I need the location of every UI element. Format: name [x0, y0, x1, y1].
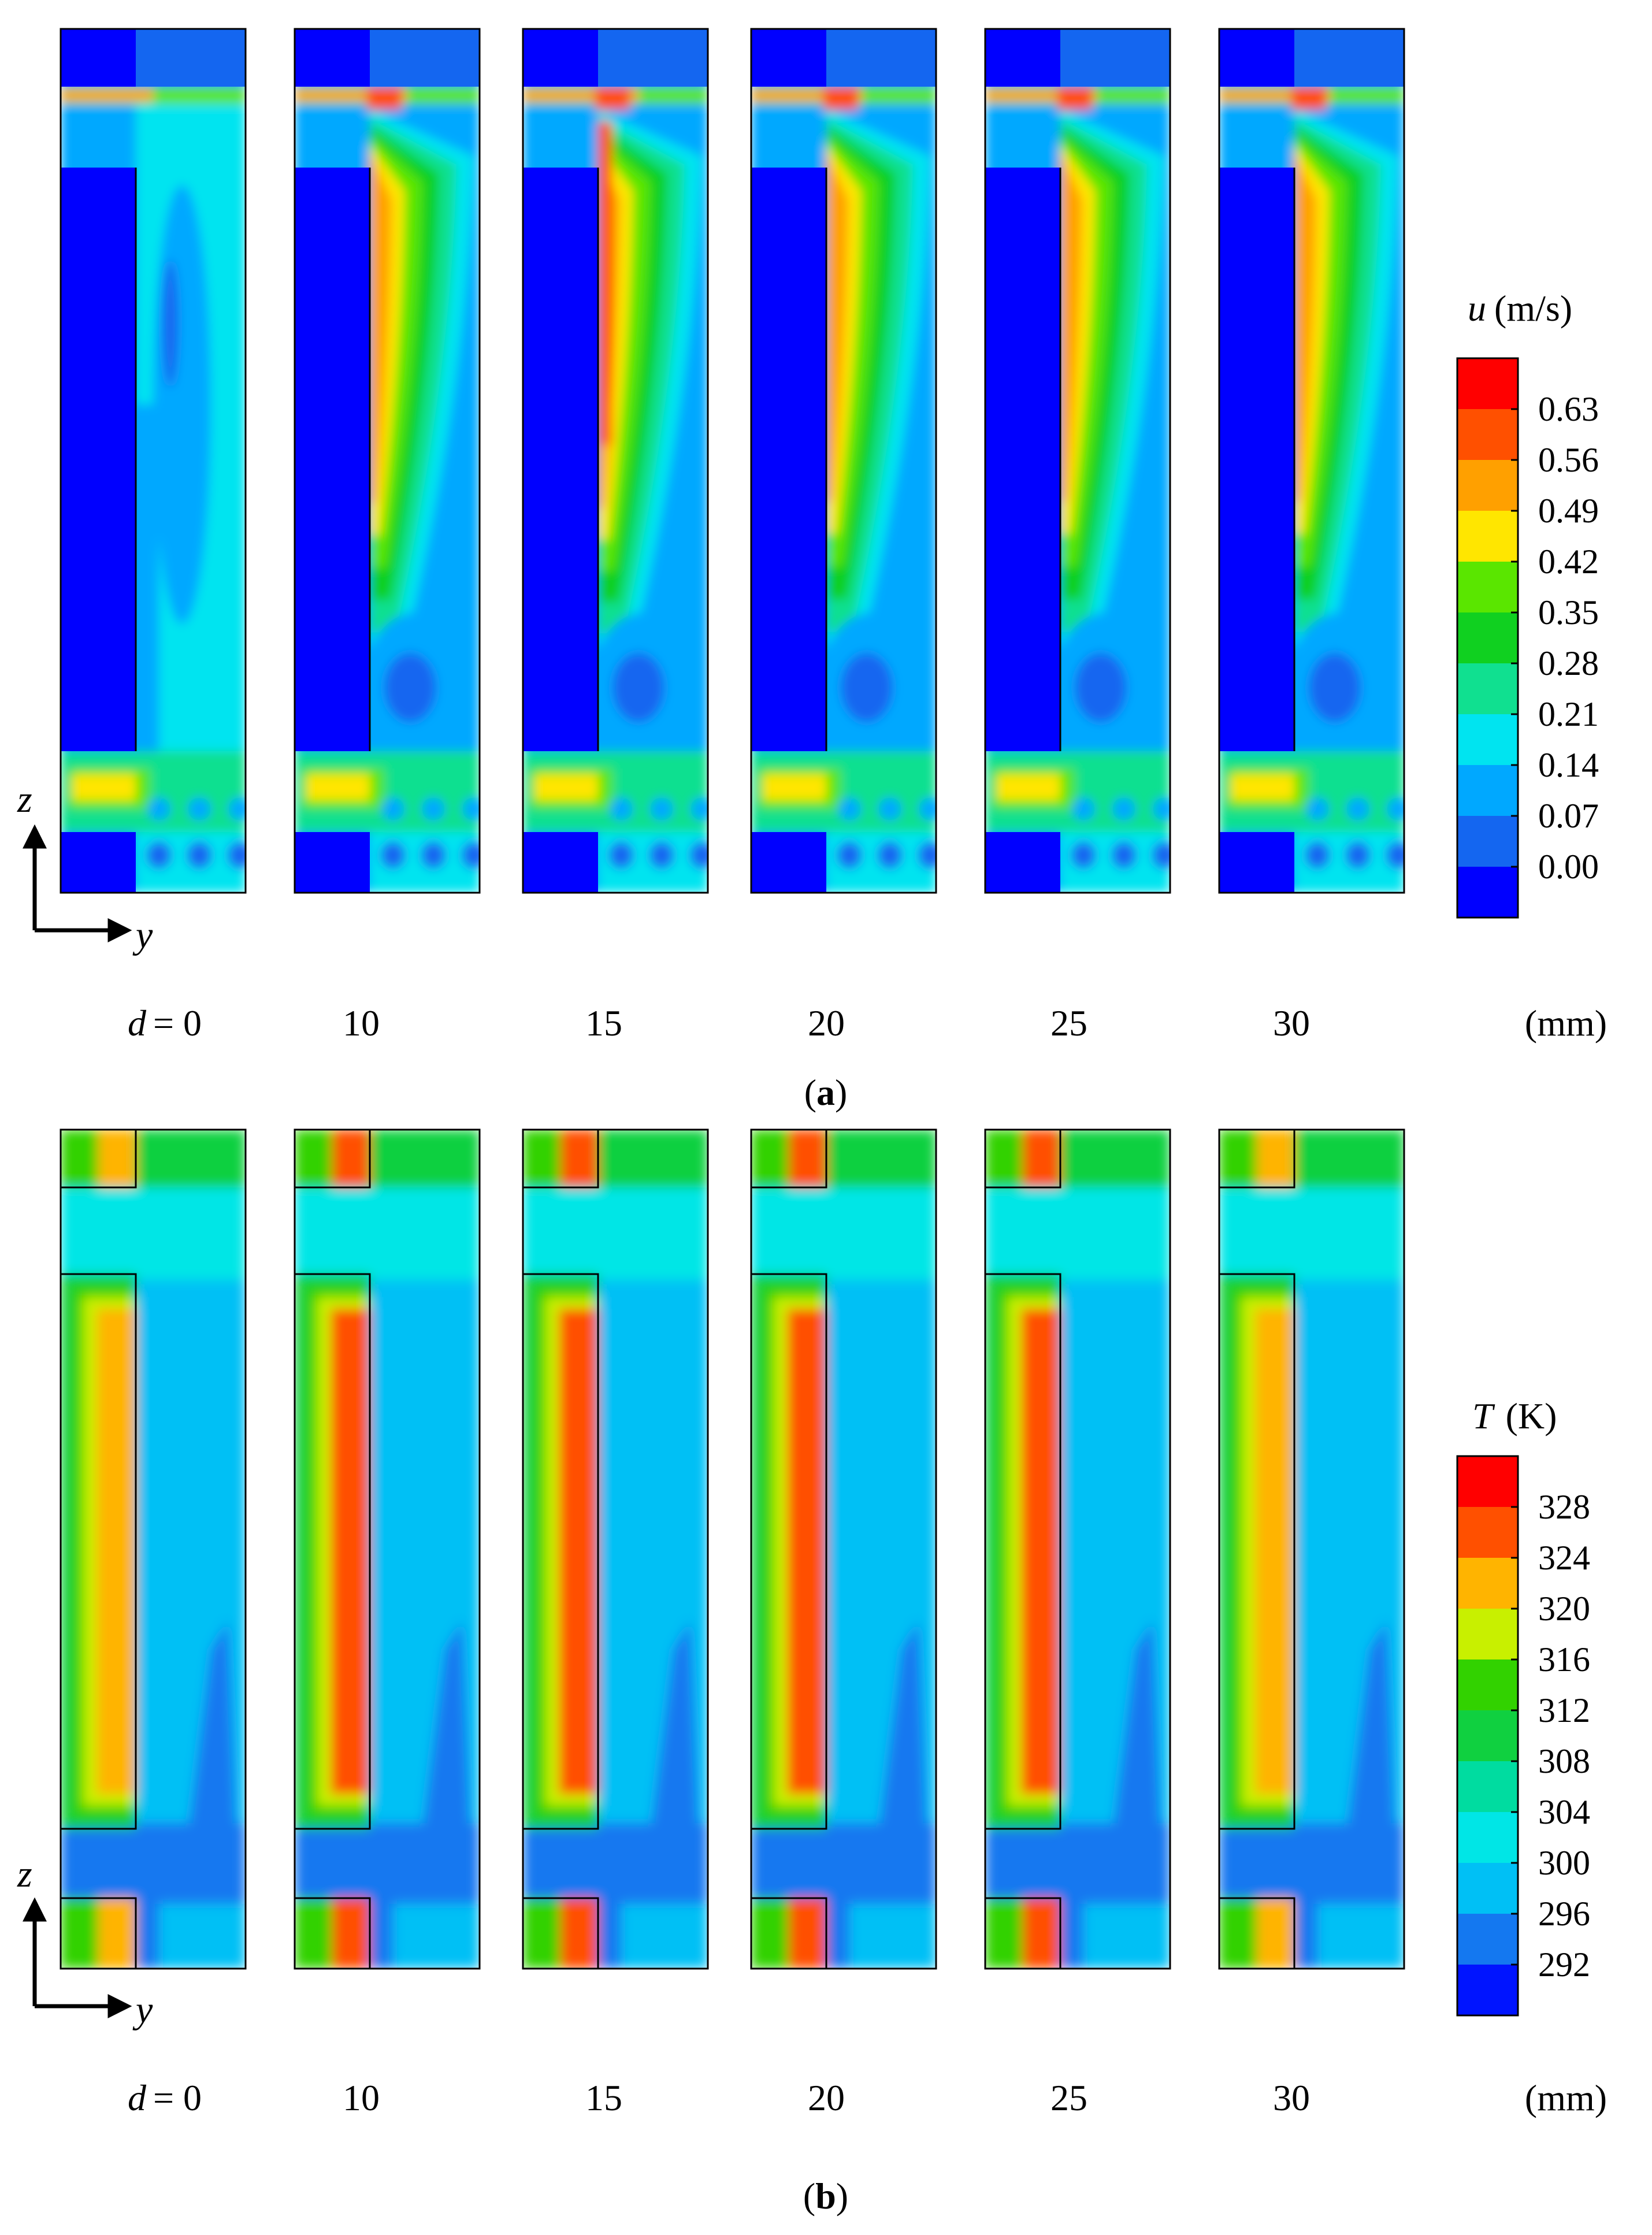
y-axis-label: y — [132, 914, 153, 956]
temperature-map-3 — [750, 1128, 937, 1970]
colorbar-tick-label: 320 — [1538, 1590, 1590, 1628]
velocity-distance-unit: (mm) — [1525, 1003, 1607, 1044]
colorbar-tick-label: 328 — [1538, 1488, 1590, 1526]
distance-label-3: 20 — [808, 1003, 845, 1044]
velocity-colorbar: 0.63 0.56 0.49 0.42 0.35 0.28 0.21 0.14 0.07 0.00 — [1456, 357, 1599, 919]
z-axis-label: z — [17, 778, 32, 821]
colorbar-swatch-9 — [1457, 1914, 1518, 1965]
panel-a-label: (a) — [804, 1072, 848, 1113]
colorbar-swatch-10 — [1457, 867, 1518, 918]
velocity-axes-indicator: z y — [17, 778, 153, 956]
temperature-map-5 — [1218, 1128, 1405, 1970]
velocity-map-4 — [984, 28, 1171, 894]
colorbar-tick-label: 296 — [1538, 1895, 1590, 1933]
colorbar-swatch-7 — [1457, 1812, 1518, 1863]
colorbar-tick-label: 0.49 — [1538, 492, 1599, 530]
colorbar-swatch-5 — [1457, 612, 1518, 663]
temperature-map-4 — [984, 1128, 1171, 1970]
colorbar-swatch-10 — [1457, 1965, 1518, 2015]
velocity-map-1 — [294, 28, 481, 894]
colorbar-tick-label: 0.42 — [1538, 543, 1599, 581]
distance-label-1: 10 — [343, 1003, 380, 1044]
colorbar-swatch-3 — [1457, 511, 1518, 562]
temperature-colorbar-title: T (K) — [1472, 1395, 1557, 1436]
distance-label-0: d = 0 — [128, 1003, 202, 1044]
colorbar-swatch-9 — [1457, 816, 1518, 867]
colorbar-tick-label: 300 — [1538, 1844, 1590, 1882]
colorbar-swatch-6 — [1457, 663, 1518, 714]
distance-label-5: 30 — [1273, 1003, 1310, 1044]
temperature-map-0 — [60, 1128, 247, 1970]
colorbar-tick-label: 0.00 — [1538, 848, 1599, 886]
z-axis-label-b: z — [17, 1853, 32, 1895]
colorbar-tick-label: 304 — [1538, 1793, 1590, 1831]
colorbar-swatch-6 — [1457, 1761, 1518, 1812]
colorbar-tick-label: 0.14 — [1538, 746, 1599, 784]
colorbar-swatch-3 — [1457, 1609, 1518, 1659]
distance-label-2: 15 — [585, 1003, 622, 1044]
distance-label-4: 25 — [1050, 2077, 1087, 2118]
colorbar-swatch-1 — [1457, 409, 1518, 460]
distance-label-3: 20 — [808, 2077, 845, 2118]
colorbar-tick-label: 0.07 — [1538, 797, 1599, 835]
colorbar-swatch-2 — [1457, 460, 1518, 511]
distance-label-4: 25 — [1050, 1003, 1087, 1044]
colorbar-swatch-4 — [1457, 562, 1518, 612]
distance-label-0: d = 0 — [128, 2077, 202, 2118]
temperature-colorbar: 328 324 320 316 312 308 304 300 296 292 — [1456, 1455, 1590, 2017]
colorbar-swatch-8 — [1457, 1863, 1518, 1914]
distance-label-5: 30 — [1273, 2077, 1310, 2118]
temperature-map-1 — [294, 1128, 481, 1970]
colorbar-tick-label: 316 — [1538, 1640, 1590, 1679]
temperature-distance-unit: (mm) — [1525, 2077, 1607, 2118]
colorbar-tick-label: 292 — [1538, 1946, 1590, 1984]
velocity-map-3 — [750, 28, 937, 894]
velocity-map-2 — [522, 28, 709, 894]
velocity-colorbar-title: u (m/s) — [1468, 288, 1572, 329]
temperature-contour-maps — [60, 1128, 1405, 1970]
colorbar-swatch-1 — [1457, 1507, 1518, 1558]
colorbar-swatch-7 — [1457, 714, 1518, 765]
panel-b-label: (b) — [803, 2175, 848, 2217]
colorbar-tick-label: 312 — [1538, 1691, 1590, 1729]
colorbar-tick-label: 308 — [1538, 1742, 1590, 1780]
colorbar-swatch-2 — [1457, 1558, 1518, 1609]
temperature-map-2 — [522, 1128, 709, 1970]
colorbar-tick-label: 324 — [1538, 1539, 1590, 1577]
velocity-distance-labels: d = 0 10 15 20 25 30 — [128, 1003, 1310, 1044]
colorbar-tick-label: 0.35 — [1538, 593, 1599, 632]
velocity-map-5 — [1218, 28, 1405, 894]
colorbar-tick-label: 0.21 — [1538, 695, 1599, 733]
distance-label-2: 15 — [585, 2077, 622, 2118]
colorbar-swatch-5 — [1457, 1710, 1518, 1761]
velocity-contour-panel: 0.63 0.56 0.49 0.42 0.35 0.28 0.21 0.14 0.07 0.00… — [17, 28, 1607, 1113]
colorbar-swatch-0 — [1457, 358, 1518, 409]
velocity-contour-maps — [60, 28, 1405, 894]
colorbar-tick-label: 0.63 — [1538, 390, 1599, 428]
temperature-axes-indicator: z y — [17, 1853, 153, 2031]
colorbar-tick-label: 0.28 — [1538, 644, 1599, 682]
temperature-distance-labels: d = 0 10 15 20 25 30 — [128, 2077, 1310, 2118]
colorbar-swatch-0 — [1457, 1456, 1518, 1507]
colorbar-tick-label: 0.56 — [1538, 441, 1599, 479]
y-axis-label-b: y — [132, 1989, 153, 2031]
colorbar-swatch-8 — [1457, 765, 1518, 816]
velocity-map-0 — [60, 28, 247, 894]
colorbar-swatch-4 — [1457, 1659, 1518, 1710]
distance-label-1: 10 — [343, 2077, 380, 2118]
